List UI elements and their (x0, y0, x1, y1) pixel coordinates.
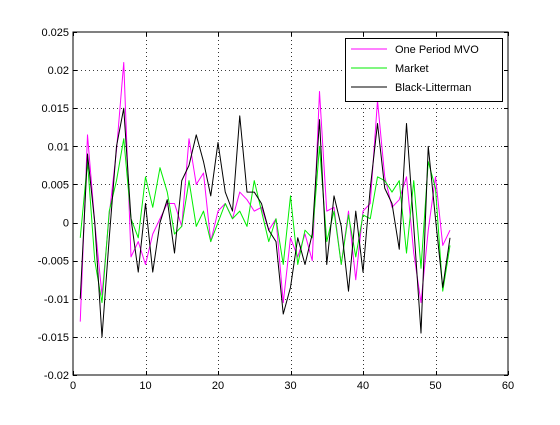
plot-frame (72, 31, 509, 376)
y-tick-label: 0.02 (48, 65, 69, 77)
y-tick-label: -0.005 (38, 256, 69, 268)
x-tick-label: 10 (139, 380, 151, 392)
y-tick-label: 0.025 (41, 27, 69, 39)
y-tick-label: -0.01 (44, 294, 69, 306)
y-tick-label: 0 (63, 218, 69, 230)
legend-label-market: Market (395, 63, 429, 75)
y-tick-label: 0.01 (48, 141, 69, 153)
series-line-market (79, 138, 451, 304)
tick-marks (73, 32, 509, 376)
grid (73, 32, 508, 375)
legend-label-one-period-mvo: One Period MVO (395, 44, 479, 56)
x-tick-label: 20 (212, 380, 224, 392)
legend-label-black-litterman: Black-Litterman (395, 82, 471, 94)
y-tick-label: -0.015 (38, 332, 69, 344)
x-tick-label: 60 (502, 380, 514, 392)
x-tick-label: 40 (357, 380, 369, 392)
x-tick-label: 30 (284, 380, 296, 392)
series-line-black-litterman (79, 107, 451, 338)
x-tick-label: 50 (429, 380, 441, 392)
series-layer (79, 61, 451, 338)
y-tick-label: 0.015 (41, 103, 69, 115)
tick-labels: 0 10 20 30 40 50 60 -0.02 -0.015 -0.01 -0.005 0 0.00… (38, 27, 514, 392)
y-tick-label: -0.02 (44, 370, 69, 382)
y-tick-label: 0.005 (41, 179, 69, 191)
legend: One Period MVO Market Black-Litterman (345, 38, 503, 102)
x-tick-label: 0 (70, 380, 76, 392)
